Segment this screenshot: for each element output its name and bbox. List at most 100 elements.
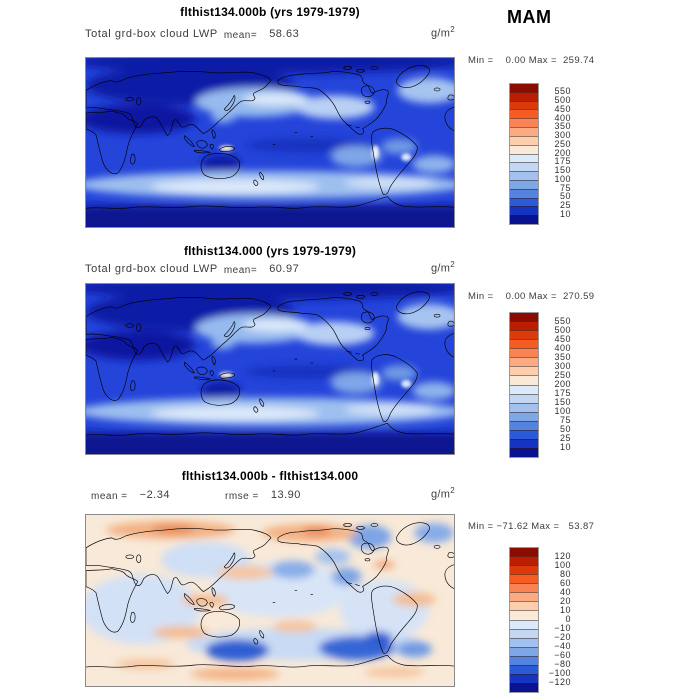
panel-3-colorbar bbox=[509, 547, 539, 693]
colorbar-segment bbox=[510, 171, 538, 180]
colorbar-tick-label: 50 bbox=[559, 191, 571, 202]
panel-1-units-label: g/m2 bbox=[431, 25, 455, 40]
colorbar-tick-label: 10 bbox=[559, 208, 571, 219]
colorbar-tick-label: 100 bbox=[554, 559, 571, 570]
panel-2-stats-row: Total grd-box cloud LWP mean= 60.97 g/m2 bbox=[85, 260, 455, 276]
colorbar-tick-label: 60 bbox=[559, 577, 571, 588]
colorbar-segment bbox=[510, 556, 538, 566]
colorbar-segment bbox=[510, 384, 538, 394]
colorbar-segment bbox=[510, 127, 538, 136]
panel-1-title: flthist134.000b (yrs 1979-1979) bbox=[180, 5, 360, 19]
colorbar-tick-label: 100 bbox=[554, 173, 571, 184]
panel-2-mean-label: mean= bbox=[223, 264, 258, 276]
colorbar-tick-label: 25 bbox=[559, 432, 571, 443]
map-panel-3-difference bbox=[85, 514, 455, 687]
colorbar-tick-label: 40 bbox=[559, 586, 571, 597]
colorbar-segment bbox=[510, 100, 538, 110]
colorbar-tick-label: 350 bbox=[554, 351, 571, 362]
colorbar-tick-label: 250 bbox=[554, 138, 571, 149]
panel-1-variable-label: Total grd-box cloud LWP bbox=[85, 27, 218, 40]
colorbar-tick-label: 400 bbox=[554, 342, 571, 353]
colorbar-tick-label: −60 bbox=[554, 649, 571, 660]
colorbar-segment bbox=[510, 565, 538, 575]
colorbar-tick-label: 450 bbox=[554, 333, 571, 344]
colorbar-segment bbox=[510, 548, 538, 557]
panel-3-units-label: g/m2 bbox=[431, 486, 455, 501]
panel-3-minmax: Min = −71.62 Max = 53.87 bbox=[468, 521, 595, 532]
colorbar-segment bbox=[510, 206, 538, 216]
colorbar-segment bbox=[510, 637, 538, 647]
colorbar-segment bbox=[510, 420, 538, 430]
colorbar-tick-label: −100 bbox=[548, 667, 571, 678]
panel-3-rmse-label: rmse = bbox=[224, 490, 259, 502]
colorbar-segment bbox=[510, 91, 538, 101]
colorbar-segment bbox=[510, 348, 538, 358]
colorbar-tick-label: 0 bbox=[565, 613, 571, 624]
colorbar-tick-label: −20 bbox=[554, 631, 571, 642]
colorbar-tick-label: 25 bbox=[559, 200, 571, 210]
panel-3-rmse-value: 13.90 bbox=[270, 488, 301, 501]
colorbar-tick-label: −120 bbox=[548, 676, 571, 687]
panel-1-colorbar bbox=[509, 83, 539, 225]
colorbar-segment bbox=[510, 655, 538, 665]
panel-1-stats-row: Total grd-box cloud LWP mean= 58.63 g/m2 bbox=[85, 25, 455, 41]
world-map-difference bbox=[86, 515, 454, 686]
colorbar-tick-label: 300 bbox=[554, 360, 571, 371]
map-panel-1 bbox=[85, 57, 455, 228]
colorbar-segment bbox=[510, 321, 538, 331]
world-map-lwp-case1 bbox=[86, 58, 454, 227]
colorbar-segment bbox=[510, 179, 538, 189]
colorbar-tick-label: −80 bbox=[554, 658, 571, 669]
colorbar-segment bbox=[510, 118, 538, 128]
colorbar-segment bbox=[510, 402, 538, 412]
colorbar-tick-label: 450 bbox=[554, 103, 571, 114]
colorbar-tick-label: 550 bbox=[554, 86, 571, 97]
panel-1-mean-value: 58.63 bbox=[269, 27, 300, 40]
colorbar-tick-label: 150 bbox=[554, 396, 571, 407]
colorbar-tick-label: 175 bbox=[554, 156, 571, 167]
colorbar-segment bbox=[510, 583, 538, 593]
colorbar-segment bbox=[510, 619, 538, 629]
panel-2-colorbar-ticks: 550 500 450 400 350 300 250 200 175 150 100 75 50 25 1… bbox=[541, 312, 571, 456]
panel-2-units-label: g/m2 bbox=[431, 260, 455, 275]
colorbar-segment bbox=[510, 574, 538, 584]
colorbar-tick-label: 250 bbox=[554, 369, 571, 380]
colorbar-tick-label: 150 bbox=[554, 165, 571, 175]
panel-2-colorbar bbox=[509, 312, 539, 458]
panel-2-minmax: Min = 0.00 Max = 270.59 bbox=[468, 291, 595, 302]
colorbar-segment bbox=[510, 592, 538, 602]
colorbar-segment bbox=[510, 447, 538, 457]
panel-1-colorbar-ticks: 550 500 450 400 350 300 250 200 175 150 100 75 50 25 1… bbox=[541, 83, 571, 223]
panel-2-mean-value: 60.97 bbox=[269, 262, 300, 275]
colorbar-segment bbox=[510, 339, 538, 349]
colorbar-segment bbox=[510, 646, 538, 656]
colorbar-segment bbox=[510, 673, 538, 683]
panel-3-mean-label: mean = bbox=[91, 490, 128, 502]
colorbar-segment bbox=[510, 188, 538, 198]
colorbar-segment bbox=[510, 135, 538, 145]
colorbar-segment bbox=[510, 375, 538, 385]
colorbar-tick-label: 200 bbox=[554, 378, 571, 389]
colorbar-tick-label: 100 bbox=[554, 405, 571, 416]
colorbar-segment bbox=[510, 153, 538, 163]
panel-3-colorbar-ticks: 120 100 80 60 40 20 10 0 −10 −20 −40 −60 −80 −100 −120 bbox=[541, 547, 571, 691]
colorbar-tick-label: 10 bbox=[559, 441, 571, 452]
colorbar-tick-label: 175 bbox=[554, 387, 571, 398]
colorbar-segment bbox=[510, 162, 538, 172]
colorbar-segment bbox=[510, 664, 538, 674]
panel-1-mean-label: mean= bbox=[223, 29, 258, 41]
colorbar-tick-label: 200 bbox=[554, 147, 571, 158]
panel-2-title: flthist134.000 (yrs 1979-1979) bbox=[183, 244, 357, 258]
colorbar-segment bbox=[510, 682, 538, 692]
colorbar-segment bbox=[510, 109, 538, 119]
colorbar-segment bbox=[510, 215, 538, 224]
colorbar-segment bbox=[510, 610, 538, 620]
colorbar-tick-label: 300 bbox=[554, 130, 571, 140]
colorbar-tick-label: 500 bbox=[554, 95, 571, 105]
colorbar-tick-label: 400 bbox=[554, 112, 571, 123]
colorbar-tick-label: 80 bbox=[559, 568, 571, 579]
colorbar-segment bbox=[510, 357, 538, 367]
colorbar-tick-label: 50 bbox=[559, 423, 571, 434]
colorbar-tick-label: 10 bbox=[559, 604, 571, 615]
